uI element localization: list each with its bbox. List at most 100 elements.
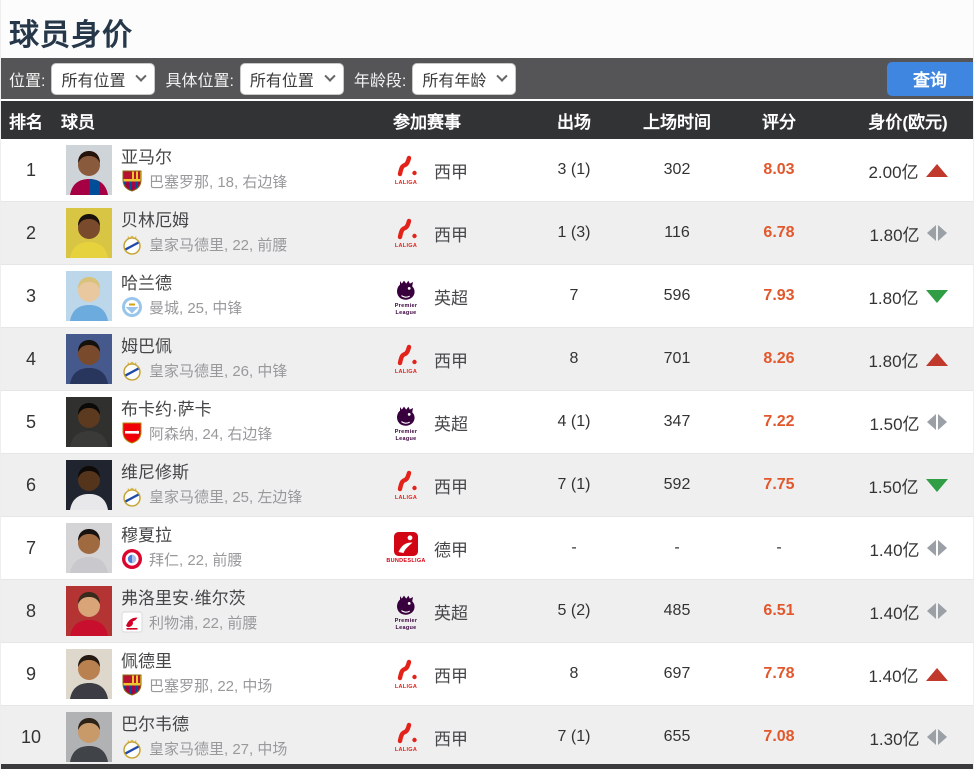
table-row[interactable]: 7 穆夏拉 拜仁, 22, 前腰 BUNDESLIGA 德甲 (1, 517, 973, 580)
epl-logo-icon: Premier League (385, 276, 427, 316)
rank-cell: 4 (25, 348, 36, 369)
bottom-divider (1, 764, 973, 769)
player-name[interactable]: 佩德里 (121, 651, 172, 671)
club-crest-icon (121, 359, 143, 382)
player-photo (66, 460, 112, 510)
player-name[interactable]: 哈兰德 (121, 273, 172, 293)
rank-cell: 2 (25, 222, 36, 243)
trend-flat-icon (926, 540, 947, 556)
league-name: 西甲 (434, 477, 468, 497)
player-meta-text: 阿森纳, 24, 右边锋 (149, 425, 273, 443)
player-info: 亚马尔 巴塞罗那, 18, 右边锋 (121, 148, 287, 193)
player-name[interactable]: 维尼修斯 (121, 462, 189, 482)
rating-cell: 8.26 (763, 350, 795, 367)
player-name[interactable]: 弗洛里安·维尔茨 (121, 588, 246, 608)
filter-bar: 位置: 所有位置 具体位置: 所有位置 年龄段: 所有年龄 查询 (1, 58, 973, 101)
col-header-player: 球员 (61, 112, 95, 132)
specific-position-select[interactable]: 所有位置 (239, 62, 344, 95)
minutes-cell: 302 (663, 161, 691, 178)
player-meta: 皇家马德里, 27, 中场 (121, 737, 287, 760)
player-photo (66, 649, 112, 699)
player-photo (66, 586, 112, 636)
minutes-cell: 592 (663, 476, 691, 493)
player-cell: 巴尔韦德 皇家马德里, 27, 中场 (61, 712, 379, 762)
player-photo (66, 271, 112, 321)
chevron-down-icon (324, 70, 336, 82)
minutes-cell: 347 (663, 413, 691, 430)
player-photo (66, 397, 112, 447)
club-crest-icon (121, 548, 143, 570)
rating-cell: 7.75 (763, 476, 795, 493)
player-photo (66, 208, 112, 258)
player-name[interactable]: 姆巴佩 (121, 336, 172, 356)
table-body: 1 亚马尔 巴塞罗那, 18, 右边锋 (1, 139, 973, 769)
league-cell: BUNDESLIGA 德甲 (379, 531, 511, 564)
trend-flat-icon (926, 729, 947, 745)
market-value: 1.40亿 (868, 666, 919, 686)
club-crest-icon (121, 296, 143, 318)
player-name[interactable]: 穆夏拉 (121, 525, 172, 545)
table-row[interactable]: 5 布卡约·萨卡 阿森纳, 24, 右边锋 Premier League 英超 (1, 391, 973, 454)
col-header-league: 参加赛事 (393, 112, 461, 132)
value-cell: 1.40亿 (841, 599, 973, 624)
player-name[interactable]: 巴尔韦德 (121, 714, 189, 734)
player-meta-text: 巴塞罗那, 18, 右边锋 (149, 173, 288, 191)
player-meta-text: 曼城, 25, 中锋 (149, 299, 243, 317)
league-name: 西甲 (434, 162, 468, 182)
position-select[interactable]: 所有位置 (51, 62, 156, 95)
player-cell: 贝林厄姆 皇家马德里, 22, 前腰 (61, 208, 379, 258)
player-cell: 佩德里 巴塞罗那, 22, 中场 (61, 649, 379, 699)
league-name: 英超 (434, 288, 468, 308)
market-value: 1.50亿 (869, 414, 920, 434)
table-row[interactable]: 8 弗洛里安·维尔茨 利物浦, 22, 前腰 Premier League 英超 (1, 580, 973, 643)
value-cell: 1.40亿 (841, 662, 973, 687)
age-select[interactable]: 所有年龄 (412, 62, 517, 95)
league-cell: Premier League 英超 (379, 591, 511, 631)
player-name[interactable]: 亚马尔 (121, 147, 172, 167)
player-meta-text: 皇家马德里, 22, 前腰 (149, 236, 288, 254)
club-crest-icon (121, 611, 143, 633)
appearances-cell: 7 (1) (557, 728, 591, 745)
player-photo (66, 523, 112, 573)
club-crest-icon (121, 737, 143, 760)
player-meta-text: 利物浦, 22, 前腰 (149, 614, 258, 632)
table-row[interactable]: 9 佩德里 巴塞罗那, 22, 中场 (1, 643, 973, 706)
minutes-cell: 116 (664, 224, 690, 241)
player-name[interactable]: 贝林厄姆 (121, 210, 189, 230)
appearances-cell: 5 (2) (557, 602, 591, 619)
player-meta-text: 拜仁, 22, 前腰 (149, 551, 243, 569)
player-meta-text: 皇家马德里, 25, 左边锋 (149, 488, 303, 506)
table-row[interactable]: 6 维尼修斯 皇家马德里, 25, 左边锋 LALIGA 西甲 (1, 454, 973, 517)
league-cell: LALIGA 西甲 (379, 342, 511, 375)
player-cell: 布卡约·萨卡 阿森纳, 24, 右边锋 (61, 397, 379, 447)
appearances-cell: 7 (569, 287, 579, 304)
table-row[interactable]: 1 亚马尔 巴塞罗那, 18, 右边锋 (1, 139, 973, 202)
table-header-row: 排名 球员 参加赛事 出场 上场时间 评分 身价(欧元) (1, 101, 973, 139)
appearances-cell: 8 (569, 350, 579, 367)
club-crest-icon (121, 674, 143, 696)
player-meta: 阿森纳, 24, 右边锋 (121, 422, 272, 444)
table-row[interactable]: 3 哈兰德 曼城, 25, 中锋 Premier League 英超 (1, 265, 973, 328)
laliga-logo-icon: LALIGA (385, 657, 427, 690)
rank-cell: 8 (25, 600, 36, 621)
player-info: 穆夏拉 拜仁, 22, 前腰 (121, 526, 242, 571)
chevron-down-icon (496, 70, 509, 82)
player-info: 哈兰德 曼城, 25, 中锋 (121, 274, 242, 319)
table-row[interactable]: 4 姆巴佩 皇家马德里, 26, 中锋 LALIGA 西甲 (1, 328, 973, 391)
search-button[interactable]: 查询 (887, 61, 973, 96)
market-value: 1.80亿 (868, 288, 919, 308)
minutes-cell: 701 (663, 350, 691, 367)
rank-cell: 3 (25, 285, 36, 306)
player-meta: 皇家马德里, 25, 左边锋 (121, 485, 303, 508)
value-cell: 1.50亿 (841, 410, 973, 435)
club-crest-icon (121, 170, 143, 192)
player-name[interactable]: 布卡约·萨卡 (121, 399, 212, 419)
rating-cell: 8.03 (763, 161, 795, 178)
table-row[interactable]: 10 巴尔韦德 皇家马德里, 27, 中场 LALIGA 西甲 (1, 706, 973, 769)
table-row[interactable]: 2 贝林厄姆 皇家马德里, 22, 前腰 LALIGA 西甲 (1, 202, 973, 265)
market-value: 1.30亿 (869, 729, 920, 749)
league-name: 西甲 (434, 729, 468, 749)
appearances-cell: 4 (1) (557, 413, 591, 430)
position-select-value: 所有位置 (61, 72, 126, 90)
